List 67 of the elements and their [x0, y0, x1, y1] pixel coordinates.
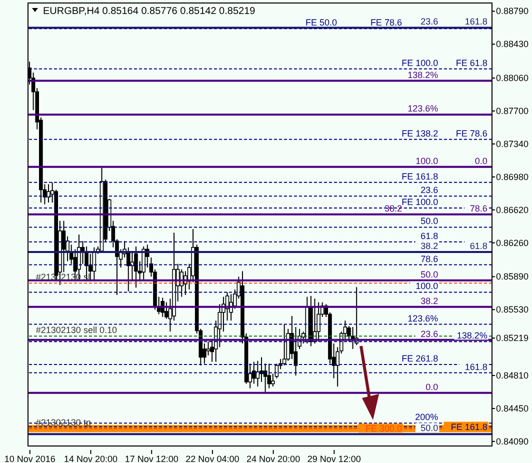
y-tick-label: 0.86620: [496, 204, 529, 215]
candlestick: [142, 246, 146, 280]
candlestick: [62, 220, 66, 273]
x-tick-label: 29 Nov 12:00: [307, 454, 361, 463]
annotation: FE 61.8: [456, 58, 488, 68]
annotation: FE 50.0: [305, 18, 338, 28]
y-tick-label: 0.85530: [496, 304, 529, 315]
annotation: 23.6: [420, 185, 438, 196]
annotation: 123.6%: [408, 313, 438, 324]
annotation: FE 78.6: [456, 128, 488, 138]
annotation: 50.0: [420, 269, 438, 280]
annotation: 78.6: [420, 254, 438, 264]
x-tick-label: 22 Nov 04:00: [186, 454, 240, 463]
annotation: 61.8: [470, 240, 488, 251]
annotation: 123.6%: [408, 104, 438, 114]
annotation: 0.0: [474, 156, 488, 166]
annotation: 200%: [415, 412, 438, 422]
candlestick: [260, 356, 264, 382]
y-tick-label: 0.87700: [496, 106, 529, 116]
candlestick: [46, 184, 50, 204]
annotation: 38.2: [420, 296, 438, 306]
y-tick-label: 0.86980: [496, 172, 529, 182]
annotation: 23.6: [420, 16, 438, 27]
y-tick-label: 0.85219: [496, 333, 529, 344]
candlestick: [164, 302, 168, 320]
annotation: FE 161.8: [402, 171, 438, 182]
annotation: 100.0: [416, 281, 438, 292]
y-tick-label: 0.86260: [496, 238, 529, 248]
chart-title: EURGBP,H4 0.85164 0.85776 0.85142 0.85219: [43, 6, 256, 17]
y-tick-label: 0.88060: [496, 73, 529, 84]
candlestick: [206, 341, 210, 356]
annotation: 38.2: [420, 240, 438, 251]
annotation: 138.2%: [408, 70, 438, 80]
y-tick-label: 0.87340: [496, 138, 529, 149]
y-tick-label: 0.84090: [496, 436, 529, 446]
x-tick-label: 10 Nov 2016: [4, 454, 56, 463]
candlestick: [252, 361, 256, 384]
annotation: FE 161.8: [450, 422, 488, 432]
annotation: 23.6: [420, 328, 438, 339]
annotation: 50.0: [420, 216, 438, 226]
x-tick-label: 17 Nov 12:00: [124, 454, 178, 463]
annotation: 161.8: [464, 16, 488, 27]
annotation: FE 261.8: [402, 354, 438, 364]
annotation: 161.8: [464, 362, 488, 372]
annotation: 50.0: [420, 423, 438, 434]
y-tick-label: 0.88790: [496, 6, 529, 16]
y-tick-label: 0.85890: [496, 272, 529, 282]
annotation: FE 100.0: [402, 58, 438, 68]
annotation: 78.6: [470, 203, 488, 214]
annotation: FE 78.6: [370, 18, 402, 28]
x-tick-label: 24 Nov 20:00: [246, 454, 300, 463]
x-tick-label: 14 Nov 20:00: [64, 454, 118, 463]
y-tick-label: 0.84810: [496, 370, 529, 381]
annotation: 0.0: [426, 382, 438, 392]
candlestick: [134, 246, 138, 288]
annotation: 100.0: [416, 156, 438, 166]
annotation: FE 138.2: [402, 128, 438, 138]
candlestick: [282, 324, 286, 366]
annotation: 61.8: [420, 230, 438, 241]
candlestick: [267, 363, 272, 389]
y-tick-label: 0.88430: [496, 39, 529, 50]
annotation: FE 300.0: [365, 424, 402, 434]
annotation: #21302130 sell 0.10: [36, 325, 117, 336]
annotation: FE 100.0: [402, 197, 438, 208]
candlestick: [316, 302, 320, 342]
y-tick-label: 0.84450: [496, 403, 529, 414]
annotation: 138.2%: [456, 330, 488, 341]
